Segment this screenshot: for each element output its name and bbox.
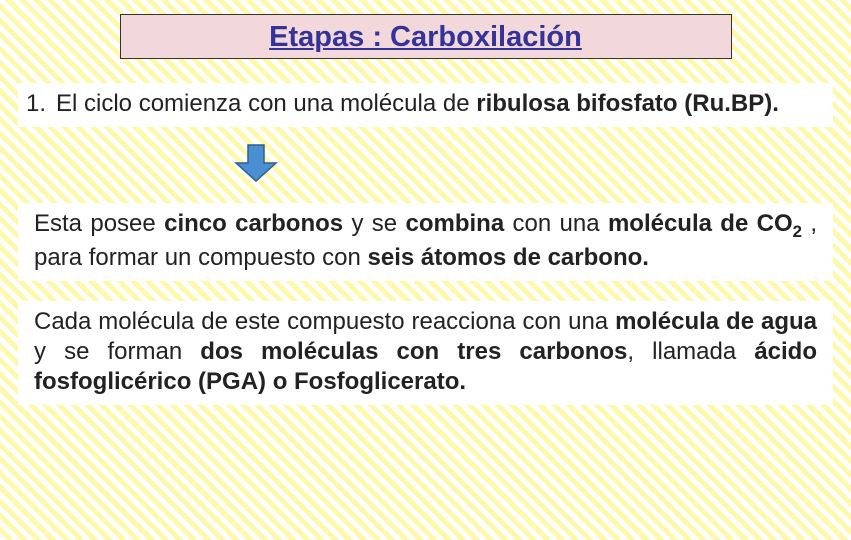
slide-title: Etapas : Carboxilación xyxy=(269,21,582,53)
paragraph-2: Esta posee cinco carbonos y se combina c… xyxy=(18,203,833,281)
p2-b4: seis átomos de carbono. xyxy=(368,244,649,271)
p2-t3: con una xyxy=(504,210,608,237)
paragraph-1: 1. El ciclo comienza con una molécula de… xyxy=(18,83,833,127)
title-box: Etapas : Carboxilación xyxy=(120,14,732,59)
p2-t2: y se xyxy=(343,210,405,237)
p2-sub: 2 xyxy=(793,222,802,241)
paragraph-3: Cada molécula de este compuesto reaccion… xyxy=(18,301,833,405)
p3-t3: , llamada xyxy=(627,338,754,365)
p3-b1: molécula de agua xyxy=(615,308,817,335)
p3-b2: dos moléculas con tres carbonos xyxy=(200,338,627,365)
p2-t1: Esta posee xyxy=(34,210,164,237)
p2-b3: molécula de CO xyxy=(608,210,793,237)
p1-text: El ciclo comienza con una molécula de xyxy=(56,90,476,117)
list-number: 1. xyxy=(26,89,56,119)
down-arrow xyxy=(228,141,833,185)
p3-t1: Cada molécula de este compuesto reaccion… xyxy=(34,308,615,335)
p2-b2: combina xyxy=(406,210,505,237)
p3-t2: y se forman xyxy=(34,338,200,365)
p1-bold: ribulosa bifosfato (Ru.BP). xyxy=(476,90,779,117)
p2-b1: cinco carbonos xyxy=(164,210,343,237)
